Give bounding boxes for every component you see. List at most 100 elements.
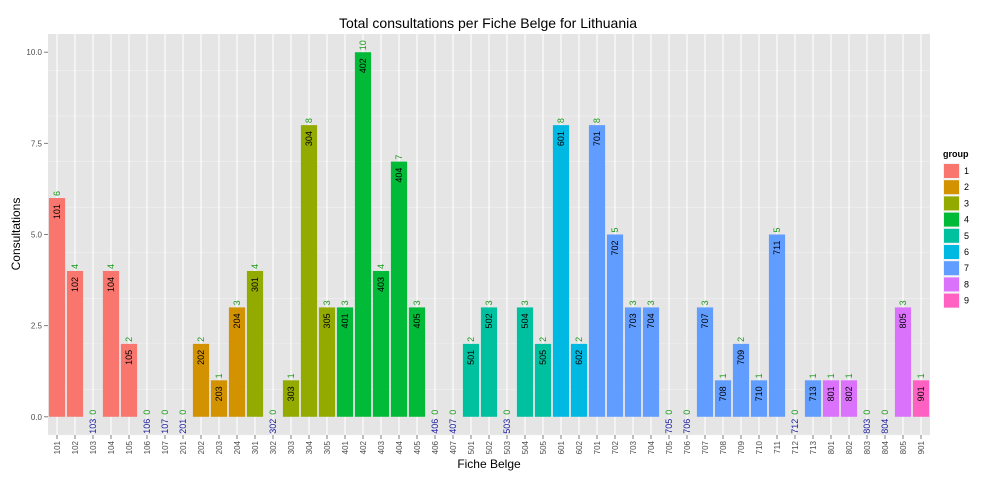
x-tick-label: 802 bbox=[845, 440, 854, 454]
bar bbox=[552, 125, 570, 417]
bar bbox=[318, 307, 336, 417]
legend-swatch bbox=[944, 180, 959, 195]
bar-value-label: 0 bbox=[502, 410, 512, 415]
bar-value-label: 2 bbox=[538, 337, 548, 342]
bar bbox=[822, 380, 840, 417]
bar-value-label: 3 bbox=[322, 300, 332, 305]
bar-value-label: 2 bbox=[196, 337, 206, 342]
legend-swatch bbox=[944, 212, 959, 227]
bar bbox=[210, 380, 228, 417]
x-tick-label: 704 bbox=[647, 440, 656, 454]
x-tick-label: 401 bbox=[341, 440, 350, 454]
bar-code-label: 707 bbox=[700, 313, 710, 328]
bar-value-label: 0 bbox=[160, 410, 170, 415]
bar-code-label: 711 bbox=[772, 241, 782, 255]
bar-code-label: 901 bbox=[916, 386, 926, 401]
bar bbox=[300, 125, 318, 417]
bar-code-label: 701 bbox=[592, 131, 602, 146]
x-tick-label: 710 bbox=[755, 440, 764, 454]
bar-value-label: 3 bbox=[646, 300, 656, 305]
bar bbox=[354, 52, 372, 417]
x-tick-label: 107 bbox=[161, 440, 170, 454]
bar bbox=[246, 270, 264, 417]
x-tick-label: 702 bbox=[611, 440, 620, 454]
y-tick-label: 2.5 bbox=[31, 322, 43, 331]
bar-value-label: 4 bbox=[376, 264, 386, 269]
x-tick-label: 301 bbox=[251, 440, 260, 454]
x-tick-label: 201 bbox=[179, 440, 188, 454]
x-tick-label: 202 bbox=[197, 440, 206, 454]
bars bbox=[48, 52, 930, 417]
bar-value-label: 5 bbox=[610, 227, 620, 232]
bar bbox=[732, 343, 750, 417]
legend-label: 3 bbox=[964, 198, 969, 208]
chart-title: Total consultations per Fiche Belge for … bbox=[339, 15, 637, 31]
bar bbox=[336, 307, 354, 417]
bar bbox=[642, 307, 660, 417]
bar-code-label: 703 bbox=[628, 313, 638, 328]
bar-value-label: 1 bbox=[808, 373, 818, 378]
bar-code-label: 702 bbox=[610, 241, 620, 256]
x-tick-label: 713 bbox=[809, 440, 818, 454]
bar-value-label: 3 bbox=[700, 300, 710, 305]
bar-value-label: 8 bbox=[556, 118, 566, 123]
x-tick-label: 404 bbox=[395, 440, 404, 454]
legend-swatch bbox=[944, 293, 959, 308]
x-tick-label: 706 bbox=[683, 440, 692, 454]
bar-value-label: 1 bbox=[718, 373, 728, 378]
y-tick-label: 10.0 bbox=[26, 48, 42, 57]
x-tick-label: 501 bbox=[467, 440, 476, 454]
legend-label: 4 bbox=[964, 215, 969, 225]
bar-code-label: 404 bbox=[394, 168, 404, 183]
bar-value-label: 3 bbox=[412, 300, 422, 305]
bar bbox=[714, 380, 732, 417]
x-tick-label: 303 bbox=[287, 440, 296, 454]
bar-value-label: 1 bbox=[916, 373, 926, 378]
bar bbox=[894, 307, 912, 417]
bar-value-label: 0 bbox=[88, 410, 98, 415]
x-tick-label: 801 bbox=[827, 440, 836, 454]
bar-value-label: 8 bbox=[304, 118, 314, 123]
bar-value-label: 0 bbox=[142, 410, 152, 415]
bar-code-label: 401 bbox=[340, 313, 350, 328]
bar-code-label: 305 bbox=[322, 313, 332, 328]
bar-code-label: 801 bbox=[826, 386, 836, 401]
bar bbox=[804, 380, 822, 417]
legend-label: 5 bbox=[964, 231, 969, 241]
bar-code-label: 104 bbox=[106, 277, 116, 292]
bar-code-label: 706 bbox=[682, 419, 692, 434]
x-tick-label: 503 bbox=[503, 440, 512, 454]
bar bbox=[750, 380, 768, 417]
legend: group 1 2 3 4 5 6 7 8 9 bbox=[943, 149, 969, 309]
bar-code-label: 504 bbox=[520, 313, 530, 328]
x-tick-label: 601 bbox=[557, 440, 566, 454]
bar-code-label: 802 bbox=[844, 386, 854, 401]
bar-code-label: 704 bbox=[646, 313, 656, 328]
x-tick-label: 305 bbox=[323, 440, 332, 454]
bar-value-label: 2 bbox=[466, 337, 476, 342]
bar-value-label: 1 bbox=[826, 373, 836, 378]
bar-value-label: 3 bbox=[898, 300, 908, 305]
bar-code-label: 301 bbox=[250, 277, 260, 292]
bar-code-label: 713 bbox=[808, 386, 818, 401]
bar-code-label: 407 bbox=[448, 419, 458, 434]
bar-value-label: 0 bbox=[178, 410, 188, 415]
x-axis-ticks: 101 102 103 104 105 106 107 201 202 203 204 301 302 3… bbox=[53, 435, 926, 454]
bar-code-label: 708 bbox=[718, 386, 728, 401]
bar-code-label: 105 bbox=[124, 350, 134, 365]
bar bbox=[570, 343, 588, 417]
x-tick-label: 504 bbox=[521, 440, 530, 454]
bar-value-label: 1 bbox=[286, 373, 296, 378]
bar-value-label: 6 bbox=[52, 191, 62, 196]
bar-value-label: 8 bbox=[592, 118, 602, 123]
x-tick-label: 803 bbox=[863, 440, 872, 454]
bar bbox=[102, 270, 120, 417]
bar bbox=[408, 307, 426, 417]
y-tick-label: 0.0 bbox=[31, 413, 43, 422]
x-tick-label: 407 bbox=[449, 440, 458, 454]
bar-code-label: 203 bbox=[214, 386, 224, 401]
x-tick-label: 406 bbox=[431, 440, 440, 454]
bar-value-label: 2 bbox=[736, 337, 746, 342]
